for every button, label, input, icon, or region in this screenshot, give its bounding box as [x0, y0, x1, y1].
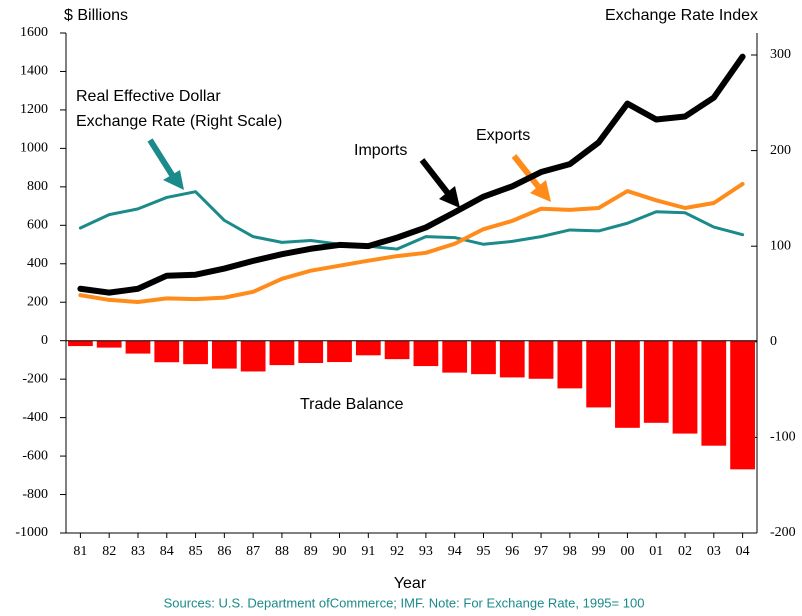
x-tick-label: 92: [390, 544, 404, 559]
y-axis-label: $ Billions: [64, 7, 128, 24]
series-label: Imports: [354, 142, 407, 159]
arrow: [147, 138, 184, 190]
y2-tick-label: 200: [770, 143, 791, 158]
line: [77, 53, 746, 296]
y-tick-label: 1600: [20, 25, 48, 40]
x-tick-label: 98: [563, 544, 577, 559]
bar: [615, 340, 640, 428]
x-tick-label: 93: [419, 544, 433, 559]
x-tick-label: 00: [620, 544, 634, 559]
source-note: Sources: U.S. Department ofCommerce; IMF…: [164, 595, 645, 610]
bar: [643, 340, 669, 423]
bar: [442, 340, 468, 373]
x-axis-label: Year: [394, 575, 427, 592]
y2-tick-label: 0: [770, 334, 777, 349]
y-tick-label: 1400: [20, 64, 48, 79]
x-tick-label: 96: [505, 544, 519, 559]
y-tick-label: -800: [22, 487, 48, 502]
x-tick-label: 85: [189, 544, 203, 559]
bar: [125, 340, 151, 354]
x-tick-label: 84: [160, 544, 174, 559]
y-tick-label: 800: [27, 179, 48, 194]
y2-tick-label: 300: [770, 47, 791, 62]
bar: [528, 340, 554, 379]
bar: [413, 340, 439, 367]
arrow: [511, 154, 551, 202]
bar: [355, 340, 381, 356]
y-tick-label: -1000: [15, 525, 48, 540]
bar: [298, 340, 324, 363]
series-label: Exchange Rate (Right Scale): [76, 113, 282, 130]
bar: [557, 340, 583, 389]
y-tick-label: -600: [22, 448, 48, 463]
bar: [499, 340, 525, 378]
x-tick-label: 99: [592, 544, 606, 559]
bar: [701, 340, 727, 446]
bar: [240, 340, 266, 372]
bar: [327, 340, 352, 363]
x-tick-label: 02: [678, 544, 692, 559]
bar: [68, 340, 93, 347]
bar: [96, 340, 122, 348]
x-tick-label: 97: [534, 544, 548, 559]
line: [78, 190, 745, 251]
bar: [269, 340, 295, 366]
bar: [730, 340, 755, 470]
y-tick-label: 1000: [20, 141, 48, 156]
y-tick-label: -200: [22, 371, 48, 386]
y-tick-label: -400: [22, 410, 48, 425]
bar: [183, 340, 208, 365]
x-tick-label: 91: [361, 544, 375, 559]
y2-tick-label: -200: [770, 525, 796, 540]
x-tick-label: 94: [448, 544, 462, 559]
x-tick-label: 83: [131, 544, 145, 559]
bar: [384, 340, 410, 360]
x-tick-label: 01: [649, 544, 663, 559]
arrow: [419, 158, 460, 208]
x-tick-label: 87: [246, 544, 260, 559]
bar: [471, 340, 496, 375]
bar: [154, 340, 180, 363]
y2-axis-label: Exchange Rate Index: [605, 7, 758, 24]
x-tick-label: 95: [476, 544, 490, 559]
y-tick-label: 600: [27, 218, 48, 233]
series-label: Trade Balance: [300, 396, 404, 413]
x-tick-label: 89: [304, 544, 318, 559]
x-tick-label: 86: [217, 544, 231, 559]
series-label: Real Effective Dollar: [76, 88, 221, 105]
x-tick-label: 82: [102, 544, 116, 559]
y-tick-label: 400: [27, 256, 48, 271]
bar: [586, 340, 612, 408]
x-tick-label: 88: [275, 544, 289, 559]
line: [78, 181, 745, 305]
bar: [672, 340, 698, 434]
y2-tick-label: -100: [770, 430, 796, 445]
x-tick-label: 90: [333, 544, 347, 559]
y-tick-label: 1200: [20, 102, 48, 117]
y-tick-label: 0: [41, 333, 48, 348]
series-label: Exports: [476, 127, 530, 144]
y-tick-label: 200: [27, 294, 48, 309]
x-tick-label: 81: [73, 544, 87, 559]
x-tick-label: 04: [736, 544, 750, 559]
y2-tick-label: 100: [770, 238, 791, 253]
x-tick-label: 03: [707, 544, 721, 559]
bar: [211, 340, 237, 369]
